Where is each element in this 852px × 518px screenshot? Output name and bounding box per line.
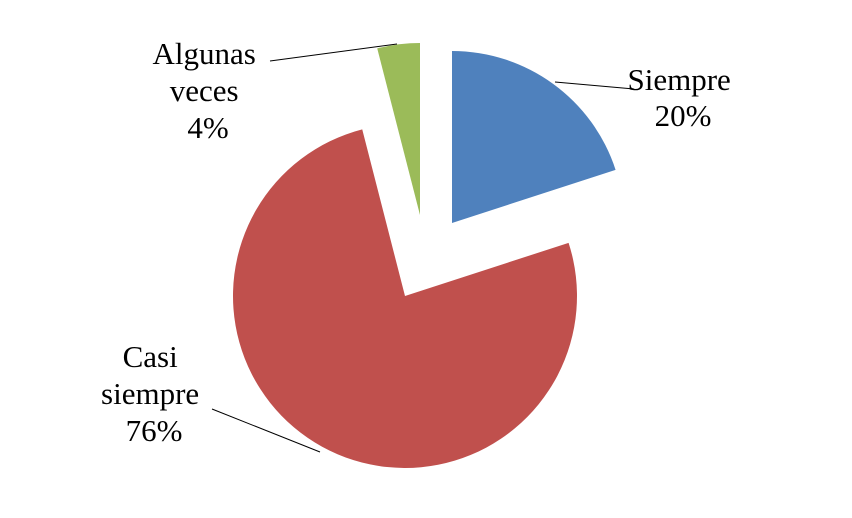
pie-slices — [232, 43, 616, 468]
leader-casi-siempre — [211, 408, 321, 453]
slice-label-casi-siempre-line-2: siempre — [101, 376, 199, 411]
slice-label-casi-siempre-line-1: Casi — [123, 339, 179, 374]
slice-label-algunas-veces-pct: 4% — [187, 110, 228, 145]
slice-label-algunas-veces-line-2: veces — [170, 73, 239, 108]
leader-algunas-veces — [269, 43, 398, 62]
slice-label-siempre-line-1: Siempre — [627, 62, 730, 97]
leader-siempre — [554, 81, 635, 90]
slice-label-algunas-veces: Algunas veces 4% — [152, 36, 263, 145]
leader-lines — [211, 43, 635, 453]
slice-casi-siempre — [232, 129, 577, 468]
slice-label-siempre: Siempre 20% — [627, 62, 738, 133]
slice-label-siempre-pct: 20% — [655, 98, 712, 133]
slice-label-casi-siempre-pct: 76% — [126, 413, 183, 448]
slice-label-casi-siempre: Casi siempre 76% — [101, 339, 207, 448]
slice-siempre — [452, 51, 616, 223]
slice-algunas-veces — [377, 43, 420, 215]
slice-label-algunas-veces-line-1: Algunas — [152, 36, 255, 71]
